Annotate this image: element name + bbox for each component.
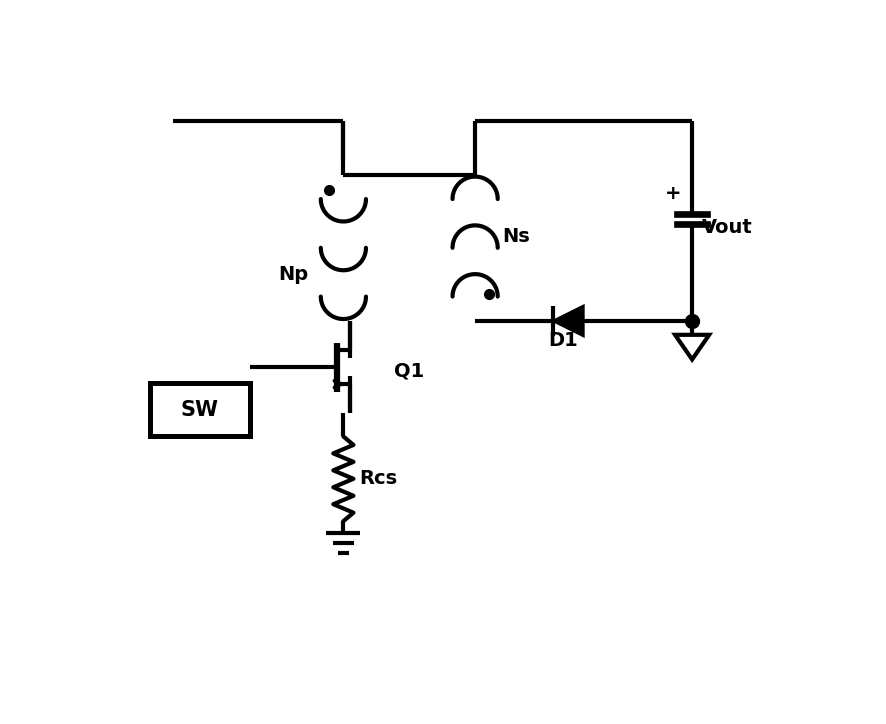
Bar: [150, 382, 250, 437]
Text: Rcs: Rcs: [359, 469, 397, 488]
Text: Ns: Ns: [501, 227, 530, 245]
Text: SW: SW: [181, 400, 219, 419]
Text: +: +: [664, 185, 680, 203]
Text: Q1: Q1: [393, 361, 424, 381]
Text: Np: Np: [278, 265, 308, 285]
Polygon shape: [552, 306, 583, 337]
Text: D1: D1: [548, 331, 578, 350]
Text: Vout: Vout: [701, 217, 751, 237]
